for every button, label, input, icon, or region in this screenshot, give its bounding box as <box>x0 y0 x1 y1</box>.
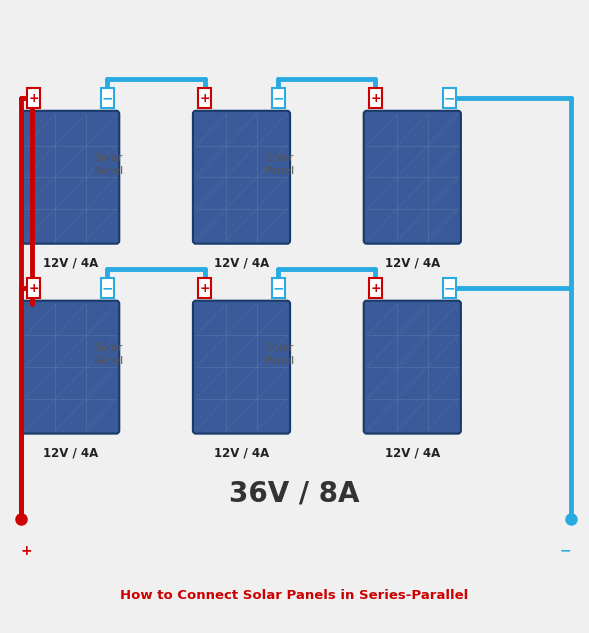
FancyBboxPatch shape <box>363 111 461 244</box>
Bar <box>198 89 211 108</box>
Bar <box>369 279 382 298</box>
Text: 12V / 4A: 12V / 4A <box>43 446 98 460</box>
Text: −: − <box>273 91 284 105</box>
Bar <box>272 89 285 108</box>
Text: −: − <box>273 281 284 295</box>
FancyBboxPatch shape <box>193 301 290 434</box>
Text: −: − <box>444 91 455 105</box>
Text: +: + <box>28 282 39 294</box>
FancyBboxPatch shape <box>193 111 290 244</box>
Text: How to Connect Solar Panels in Series-Parallel: How to Connect Solar Panels in Series-Pa… <box>120 589 469 601</box>
Bar <box>101 89 114 108</box>
Bar <box>369 89 382 108</box>
Bar <box>101 279 114 298</box>
FancyBboxPatch shape <box>22 301 119 434</box>
Text: +: + <box>370 282 381 294</box>
Text: 36V / 8A: 36V / 8A <box>229 480 360 508</box>
Text: 12V / 4A: 12V / 4A <box>214 256 269 270</box>
Text: −: − <box>444 281 455 295</box>
Text: 12V / 4A: 12V / 4A <box>385 256 440 270</box>
FancyBboxPatch shape <box>363 301 461 434</box>
Bar <box>272 279 285 298</box>
Text: 12V / 4A: 12V / 4A <box>214 446 269 460</box>
Text: +: + <box>21 544 32 558</box>
Bar <box>27 279 40 298</box>
Text: 12V / 4A: 12V / 4A <box>385 446 440 460</box>
Text: +: + <box>370 92 381 104</box>
Text: 12V / 4A: 12V / 4A <box>43 256 98 270</box>
Text: Solar
Panel: Solar Panel <box>94 153 124 176</box>
Text: −: − <box>102 91 113 105</box>
Text: +: + <box>199 282 210 294</box>
Bar <box>443 89 456 108</box>
Bar <box>27 89 40 108</box>
Text: +: + <box>199 92 210 104</box>
Text: Solar
Panel: Solar Panel <box>265 343 295 366</box>
Bar <box>198 279 211 298</box>
Text: Solar
Panel: Solar Panel <box>94 343 124 366</box>
Text: −: − <box>560 544 571 558</box>
Text: Solar
Panel: Solar Panel <box>265 153 295 176</box>
FancyBboxPatch shape <box>22 111 119 244</box>
Text: −: − <box>102 281 113 295</box>
Bar <box>443 279 456 298</box>
Text: +: + <box>28 92 39 104</box>
